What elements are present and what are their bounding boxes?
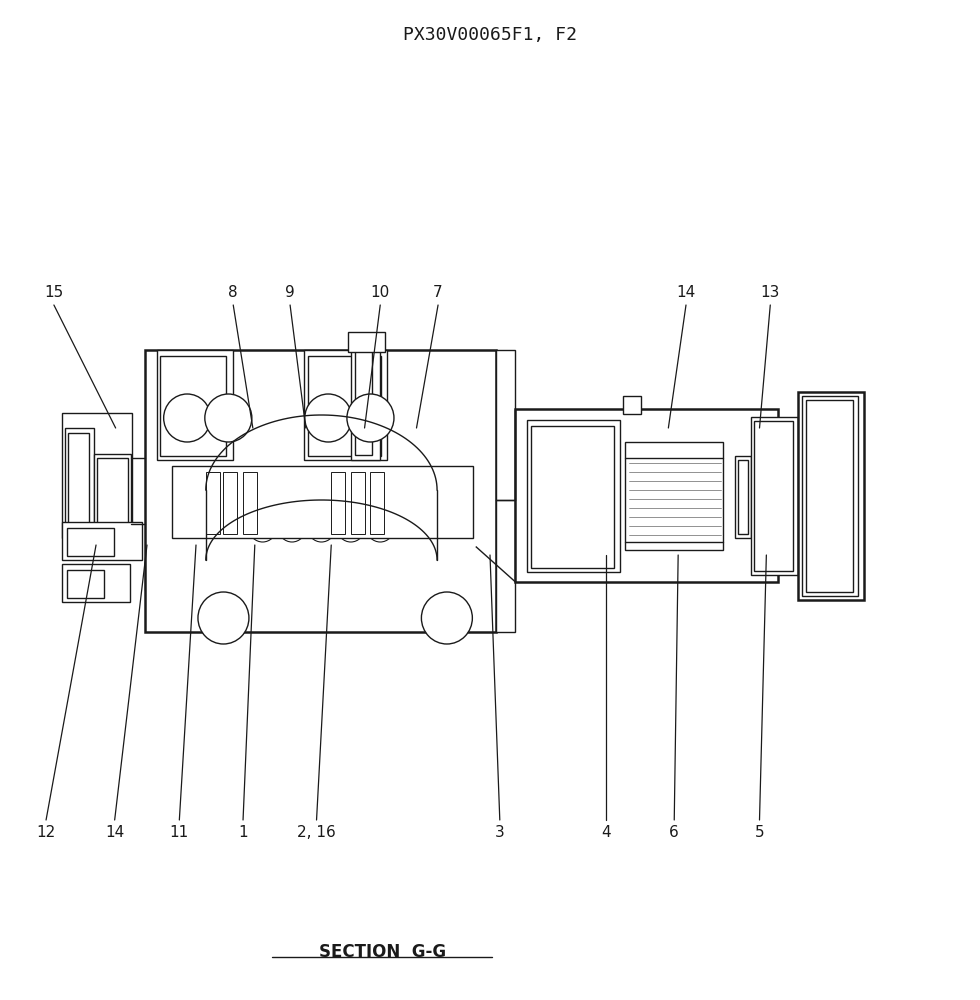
Bar: [751, 417, 798, 575]
Bar: [62, 522, 142, 560]
Circle shape: [205, 394, 252, 442]
Text: 14: 14: [676, 285, 696, 300]
Circle shape: [367, 514, 394, 542]
Bar: [160, 356, 226, 456]
Bar: [515, 409, 778, 582]
Circle shape: [337, 514, 365, 542]
Bar: [527, 420, 620, 572]
Bar: [806, 400, 853, 592]
Bar: [68, 433, 89, 524]
Text: 2, 16: 2, 16: [297, 825, 336, 840]
Bar: [351, 472, 365, 534]
Text: 15: 15: [44, 285, 64, 300]
Bar: [496, 350, 515, 632]
Bar: [754, 421, 793, 571]
Bar: [625, 442, 723, 550]
Circle shape: [421, 592, 472, 644]
Bar: [304, 350, 387, 460]
Bar: [172, 466, 473, 538]
Bar: [623, 396, 641, 414]
Text: 11: 11: [170, 825, 189, 840]
Circle shape: [198, 592, 249, 644]
Text: 14: 14: [105, 825, 124, 840]
Text: 3: 3: [495, 825, 505, 840]
Circle shape: [164, 394, 211, 442]
Text: 5: 5: [755, 825, 764, 840]
Text: 12: 12: [36, 825, 56, 840]
Text: 6: 6: [669, 825, 679, 840]
Bar: [67, 528, 114, 556]
Circle shape: [305, 394, 352, 442]
Bar: [223, 472, 237, 534]
Bar: [348, 332, 385, 352]
Bar: [145, 350, 496, 632]
Bar: [370, 472, 384, 534]
Bar: [206, 472, 220, 534]
Circle shape: [308, 514, 335, 542]
Bar: [355, 345, 372, 455]
Bar: [67, 570, 104, 598]
Bar: [738, 460, 748, 534]
Text: 1: 1: [238, 825, 248, 840]
Bar: [802, 396, 858, 596]
Bar: [798, 392, 864, 600]
Bar: [62, 413, 132, 538]
Text: 9: 9: [285, 285, 295, 300]
Bar: [308, 356, 381, 456]
Bar: [62, 564, 130, 602]
Bar: [531, 426, 614, 568]
Circle shape: [249, 514, 276, 542]
Bar: [243, 472, 257, 534]
Bar: [157, 350, 233, 460]
Bar: [145, 562, 155, 590]
Bar: [735, 456, 751, 538]
Text: 4: 4: [601, 825, 611, 840]
Bar: [94, 454, 131, 528]
Text: 13: 13: [760, 285, 780, 300]
Circle shape: [278, 514, 306, 542]
Text: 8: 8: [228, 285, 238, 300]
Text: SECTION  G-G: SECTION G-G: [318, 943, 446, 961]
Text: PX30V00065F1, F2: PX30V00065F1, F2: [403, 26, 577, 44]
Bar: [331, 472, 345, 534]
Bar: [65, 428, 94, 528]
Bar: [351, 340, 380, 460]
Text: 7: 7: [433, 285, 443, 300]
Circle shape: [347, 394, 394, 442]
Text: 10: 10: [370, 285, 390, 300]
Bar: [97, 458, 128, 524]
